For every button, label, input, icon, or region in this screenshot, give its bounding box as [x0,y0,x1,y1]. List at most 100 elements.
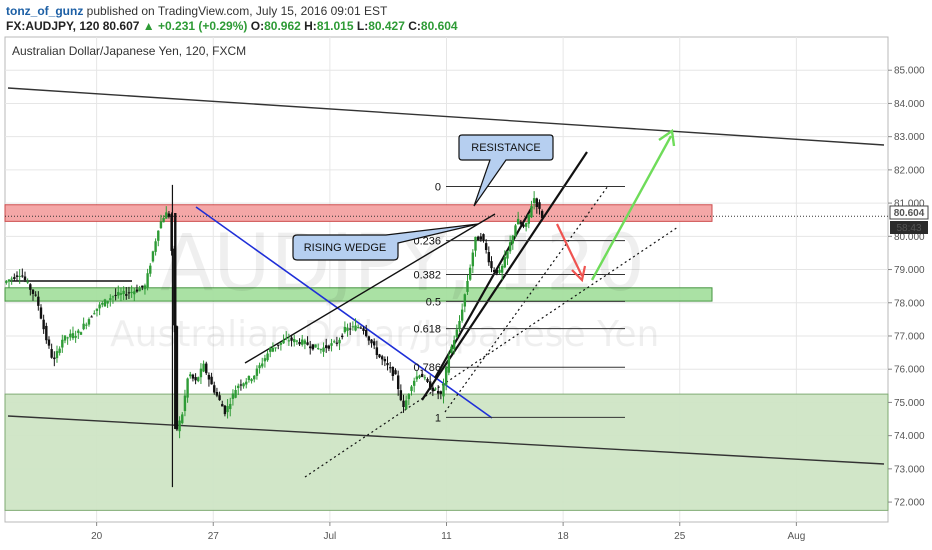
candle-body [343,326,347,333]
candle-body [167,213,171,217]
candle-body [103,299,107,307]
candle-body [506,251,509,259]
candle-body [47,339,51,346]
candle-body [362,328,365,331]
candle-body [261,363,264,367]
candle-body [295,340,299,342]
candle-body [181,414,184,424]
candle-body [498,269,501,273]
price-axis[interactable]: 85.000 84.000 83.000 82.000 81.000 80.000 79.0… [888,66,925,509]
candle-body [237,385,240,389]
current-price-label: 80.604 [894,208,925,219]
candle-body [183,395,187,412]
candle-body [303,340,307,344]
candle-body [442,383,445,397]
candle-body [13,277,16,279]
candle-body [226,406,229,413]
candle-body [127,292,131,294]
candle-body [388,367,392,369]
candle-body [215,391,219,396]
y-tick-label: 84.000 [894,99,925,110]
x-tick-label: 20 [91,531,103,542]
candle-body [399,390,403,401]
y-tick-label: 74.000 [894,431,925,442]
candle-body [426,379,429,382]
candle-body [420,373,424,378]
candle-body [530,205,533,218]
candle-body [287,340,291,342]
candle-body [157,230,160,241]
candle-body [7,279,11,282]
high-value: 81.015 [316,19,354,33]
candle-body [500,265,504,273]
candle-body [23,276,27,280]
candle-body [263,358,267,362]
time-axis[interactable]: 20 27 Jul 11 18 25 Aug [91,522,805,542]
fib-level-label: 0.786 [413,362,441,374]
candle-body [194,377,197,381]
candle-body [63,335,67,341]
candle-body [306,342,309,345]
candle-body [495,269,499,274]
green-arrow-head [658,128,676,147]
current-price-tag [889,205,929,220]
candle-body [503,256,507,268]
candle-body [221,404,224,407]
candle-body [418,375,421,378]
candle-body [218,395,221,401]
candle-body [223,405,227,415]
candle-body [524,223,528,227]
candle-body [301,339,304,345]
candle-body [61,339,64,348]
candle-body [396,375,400,390]
candle-body [85,324,88,326]
candle-body [466,280,469,292]
candle-body [532,198,536,204]
candle-body [39,307,43,319]
close-label: C: [408,19,421,33]
rising-wedge-callout [292,223,479,261]
candle-body [522,224,525,227]
candle-body [119,293,123,295]
candle-body [508,242,512,252]
candle-body [434,388,437,390]
candle-body [314,344,317,348]
candle-body [159,221,163,229]
candle-body [423,377,427,379]
candle-body [298,342,301,345]
watermark-name: Australian Dollar/Japanese Yen [110,314,659,355]
resistance-callout [458,134,554,207]
publish-info: published on TradingView.com, July 15, 2… [86,4,388,18]
candle-body [186,378,189,398]
low-label: L: [356,19,369,33]
candle-body [117,292,120,296]
candle-body [364,329,368,337]
fib-level-label: 0.5 [426,296,441,308]
candle-body [383,359,387,362]
candle-body [146,273,149,288]
candle-body [29,284,32,290]
candle-body [50,349,53,358]
fib-level-label: 1 [435,412,441,424]
candle-body [213,385,216,393]
candle-body [143,285,147,290]
candle-body [271,347,275,352]
candle-body [380,356,384,360]
candle-body [341,335,344,338]
y-tick-label: 80.000 [894,232,925,243]
candle-body [351,326,355,328]
candle-body [5,280,8,283]
candle-body [162,218,165,223]
symbol-label: FX:AUDJPY, 120 [6,19,100,33]
blue-trend-line [195,206,493,419]
candle-body [285,337,288,339]
publish-line: tonz_of_gunz published on TradingView.co… [6,4,387,18]
high-label: H: [304,19,317,33]
candle-body [95,308,99,311]
author-link[interactable]: tonz_of_gunz [6,4,84,18]
candle-body [428,381,432,390]
candle-body [77,330,80,333]
fibonacci-retracement: 0 0.236 0.382 0.5 0.618 0.786 1 [413,181,625,424]
fib-level-label: 0.382 [413,270,441,282]
